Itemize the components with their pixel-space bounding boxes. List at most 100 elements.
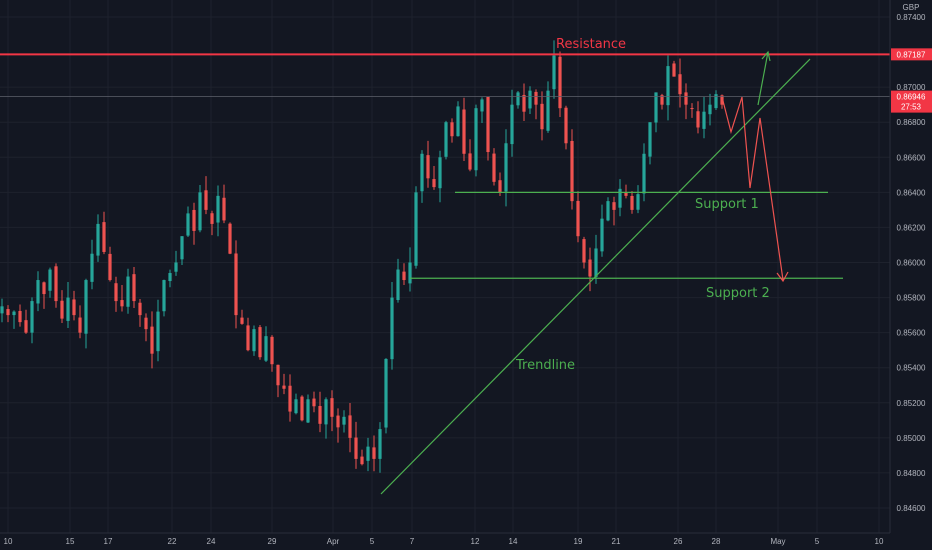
candle-body [522,94,526,112]
x-tick-label: 24 [207,537,216,546]
trendline-label: Trendline [515,358,575,373]
candle-body [444,122,448,157]
candle-body [462,109,466,154]
candle-body [342,416,346,425]
x-tick-label: 26 [674,537,683,546]
candle-body [318,406,322,424]
candle-body [258,327,262,358]
candle-body [114,283,118,302]
projection-bearish [721,96,784,281]
x-tick-label: 7 [410,537,415,546]
y-tick-label: 0.85000 [897,434,926,443]
candle-body [534,91,538,105]
candle-body [402,271,406,281]
candle-body [480,99,484,112]
candle-body [366,446,370,461]
candle-body [294,399,298,414]
candle-body [48,269,52,291]
candle-body [132,274,136,302]
annotation-labels: Resistance Support 1 Support 2 Trendline [515,37,770,373]
candle-body [264,336,268,361]
x-tick-label: 12 [471,537,480,546]
candle-body [174,262,178,272]
candle-body [546,90,550,131]
candle-body [120,300,124,307]
candle-body [516,92,520,106]
x-tick-label: 10 [875,537,884,546]
candle-body [660,95,664,105]
candle-body [108,253,112,281]
candle-body [90,253,94,282]
y-tick-label: 0.87400 [897,13,926,22]
candle-body [576,200,580,237]
y-tick-label: 0.85400 [897,364,926,373]
candles [0,40,724,473]
candle-body [102,222,106,252]
candle-body [450,122,454,137]
candle-body [642,153,646,194]
candle-body [426,155,430,179]
candle-body [408,262,412,284]
candle-body [438,157,442,189]
candle-body [486,96,490,153]
candle-body [168,273,172,282]
candle-body [66,297,70,321]
candle-body [396,269,400,300]
y-tick-label: 0.86200 [897,223,926,232]
x-tick-label: 19 [574,537,583,546]
candle-body [186,213,190,236]
candle-body [678,74,682,95]
y-tick-label: 0.86800 [897,118,926,127]
support1-label: Support 1 [695,197,759,212]
candle-body [378,429,382,459]
x-tick-label: 17 [104,537,113,546]
countdown-label: 27:53 [901,103,922,112]
candle-body [648,122,652,157]
candle-body [354,437,358,459]
projection-bullish [757,51,769,106]
candle-body [414,192,418,266]
candle-body [636,194,640,210]
candle-body [510,104,514,145]
candle-body [384,358,388,428]
candle-body [126,276,130,307]
candle-body [696,111,700,128]
candle-body [468,153,472,170]
candle-body [240,317,244,324]
x-tick-label: 5 [815,537,820,546]
candle-body [156,311,160,352]
candle-body [162,280,166,312]
candle-body [540,103,544,130]
x-tick-label: 22 [168,537,177,546]
candle-body [456,106,460,137]
candle-body [198,192,202,231]
x-tick-label: 14 [509,537,518,546]
candle-body [306,399,310,423]
candle-body [432,179,436,188]
candle-body [18,310,22,323]
candle-body [30,301,34,333]
x-tick-label: Apr [327,537,340,546]
candle-body [390,297,394,360]
x-tick-label: 10 [4,537,13,546]
candle-body [582,239,586,263]
candle-body [528,90,532,109]
candle-body [552,55,556,90]
candle-body [234,253,238,316]
candle-body [72,299,76,316]
candle-body [690,108,694,110]
candle-body [672,63,676,77]
x-tick-label: 5 [370,537,375,546]
candle-body [42,282,46,295]
last-price-tag [891,90,932,113]
y-tick-label: 0.86600 [897,153,926,162]
candle-body [138,302,142,316]
candle-body [96,223,100,256]
candle-body [558,56,562,109]
candle-body [282,385,286,389]
candle-body [474,108,478,171]
last-price-label: 0.86946 [897,93,926,102]
